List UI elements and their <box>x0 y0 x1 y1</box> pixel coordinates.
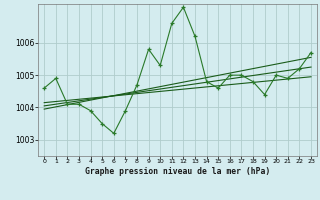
X-axis label: Graphe pression niveau de la mer (hPa): Graphe pression niveau de la mer (hPa) <box>85 167 270 176</box>
